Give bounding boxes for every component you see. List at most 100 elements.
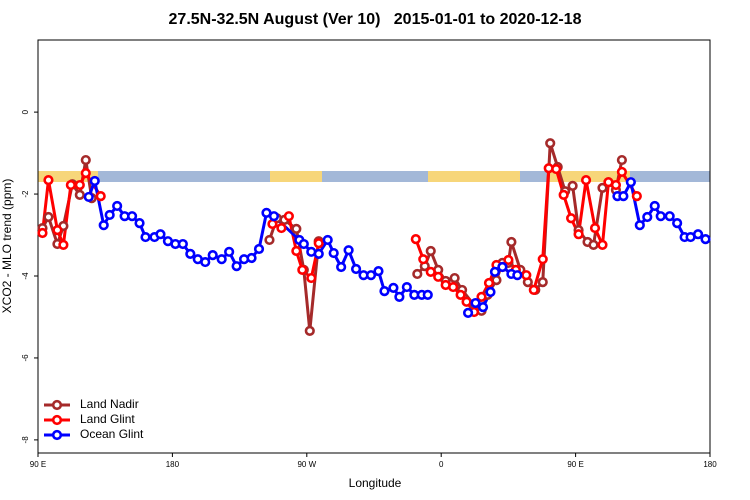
point xyxy=(283,211,294,222)
point xyxy=(95,191,106,202)
point xyxy=(692,229,704,240)
point xyxy=(418,254,429,265)
point xyxy=(297,264,308,275)
point xyxy=(267,218,278,230)
point xyxy=(470,297,481,309)
point xyxy=(246,252,257,264)
point xyxy=(104,209,115,221)
legend-label: Land Glint xyxy=(80,412,135,426)
point xyxy=(304,325,315,337)
series-line xyxy=(40,166,639,314)
point xyxy=(700,234,711,245)
point xyxy=(388,282,399,293)
point xyxy=(497,261,508,273)
point xyxy=(401,281,412,293)
x-axis-label: Longitude xyxy=(349,476,402,490)
point xyxy=(597,182,608,194)
point xyxy=(545,138,556,149)
point xyxy=(155,229,166,240)
point xyxy=(322,234,333,246)
point xyxy=(448,281,459,293)
point xyxy=(291,223,302,234)
point xyxy=(642,211,653,223)
point xyxy=(433,271,444,282)
point xyxy=(373,265,384,277)
point xyxy=(350,263,362,275)
ocean-strip xyxy=(38,171,710,182)
x-tick-label: 90 E xyxy=(30,460,46,469)
point xyxy=(80,168,91,179)
legend-label: Land Nadir xyxy=(80,397,139,411)
point xyxy=(672,218,683,229)
point xyxy=(58,239,69,250)
point xyxy=(588,239,599,250)
chart-title: 27.5N-32.5N August (Ver 10) 2015-01-01 t… xyxy=(169,11,582,28)
x-tick-label: 90 W xyxy=(297,460,316,469)
point xyxy=(410,234,421,245)
point xyxy=(503,254,514,266)
point xyxy=(207,250,218,261)
point xyxy=(224,246,235,257)
point xyxy=(74,189,85,200)
point xyxy=(610,179,622,191)
point xyxy=(328,247,339,259)
point xyxy=(112,200,123,212)
point xyxy=(566,213,577,224)
point xyxy=(177,238,188,250)
legend-marker xyxy=(51,399,63,411)
point xyxy=(343,245,354,256)
y-tick-label: 0 xyxy=(21,109,30,114)
legend-item: Land Glint xyxy=(44,412,135,426)
point xyxy=(631,191,642,202)
point xyxy=(512,270,523,281)
point xyxy=(616,154,627,166)
point xyxy=(455,289,466,300)
y-axis-label: XCO2 - MLO trend (ppm) xyxy=(0,179,14,314)
point xyxy=(74,179,85,191)
point xyxy=(476,291,487,302)
point xyxy=(313,248,324,259)
land-strip xyxy=(270,171,322,182)
x-tick-label: 180 xyxy=(166,460,180,469)
y-tick-label: -2 xyxy=(21,190,30,198)
point xyxy=(625,177,636,188)
point xyxy=(537,254,548,265)
point xyxy=(253,243,265,255)
point xyxy=(313,238,324,249)
point xyxy=(567,180,578,191)
point xyxy=(89,175,100,187)
plot-frame xyxy=(37,39,711,454)
point xyxy=(506,236,517,248)
point xyxy=(216,254,227,265)
point xyxy=(589,222,601,234)
point xyxy=(580,175,592,186)
point xyxy=(298,238,309,250)
point xyxy=(649,200,660,212)
point xyxy=(336,261,347,273)
point xyxy=(37,227,48,239)
point xyxy=(521,270,532,281)
point xyxy=(573,229,584,240)
point xyxy=(462,307,474,318)
point xyxy=(616,166,627,178)
legend-marker xyxy=(51,414,63,426)
x-tick-label: 0 xyxy=(439,460,444,469)
point xyxy=(126,211,138,222)
point xyxy=(80,154,91,166)
point xyxy=(365,270,377,281)
y-tick-label: -4 xyxy=(21,272,30,280)
x-tick-label: 180 xyxy=(703,460,717,469)
point xyxy=(264,234,275,246)
point xyxy=(558,189,569,200)
legend-item: Land Nadir xyxy=(44,397,139,411)
point xyxy=(422,289,433,300)
legend-label: Ocean Glint xyxy=(80,427,144,441)
point xyxy=(140,231,151,243)
point xyxy=(597,239,608,250)
point xyxy=(634,220,645,231)
land-strip xyxy=(38,171,98,182)
point xyxy=(43,211,54,223)
point xyxy=(528,284,539,296)
point xyxy=(231,261,242,272)
